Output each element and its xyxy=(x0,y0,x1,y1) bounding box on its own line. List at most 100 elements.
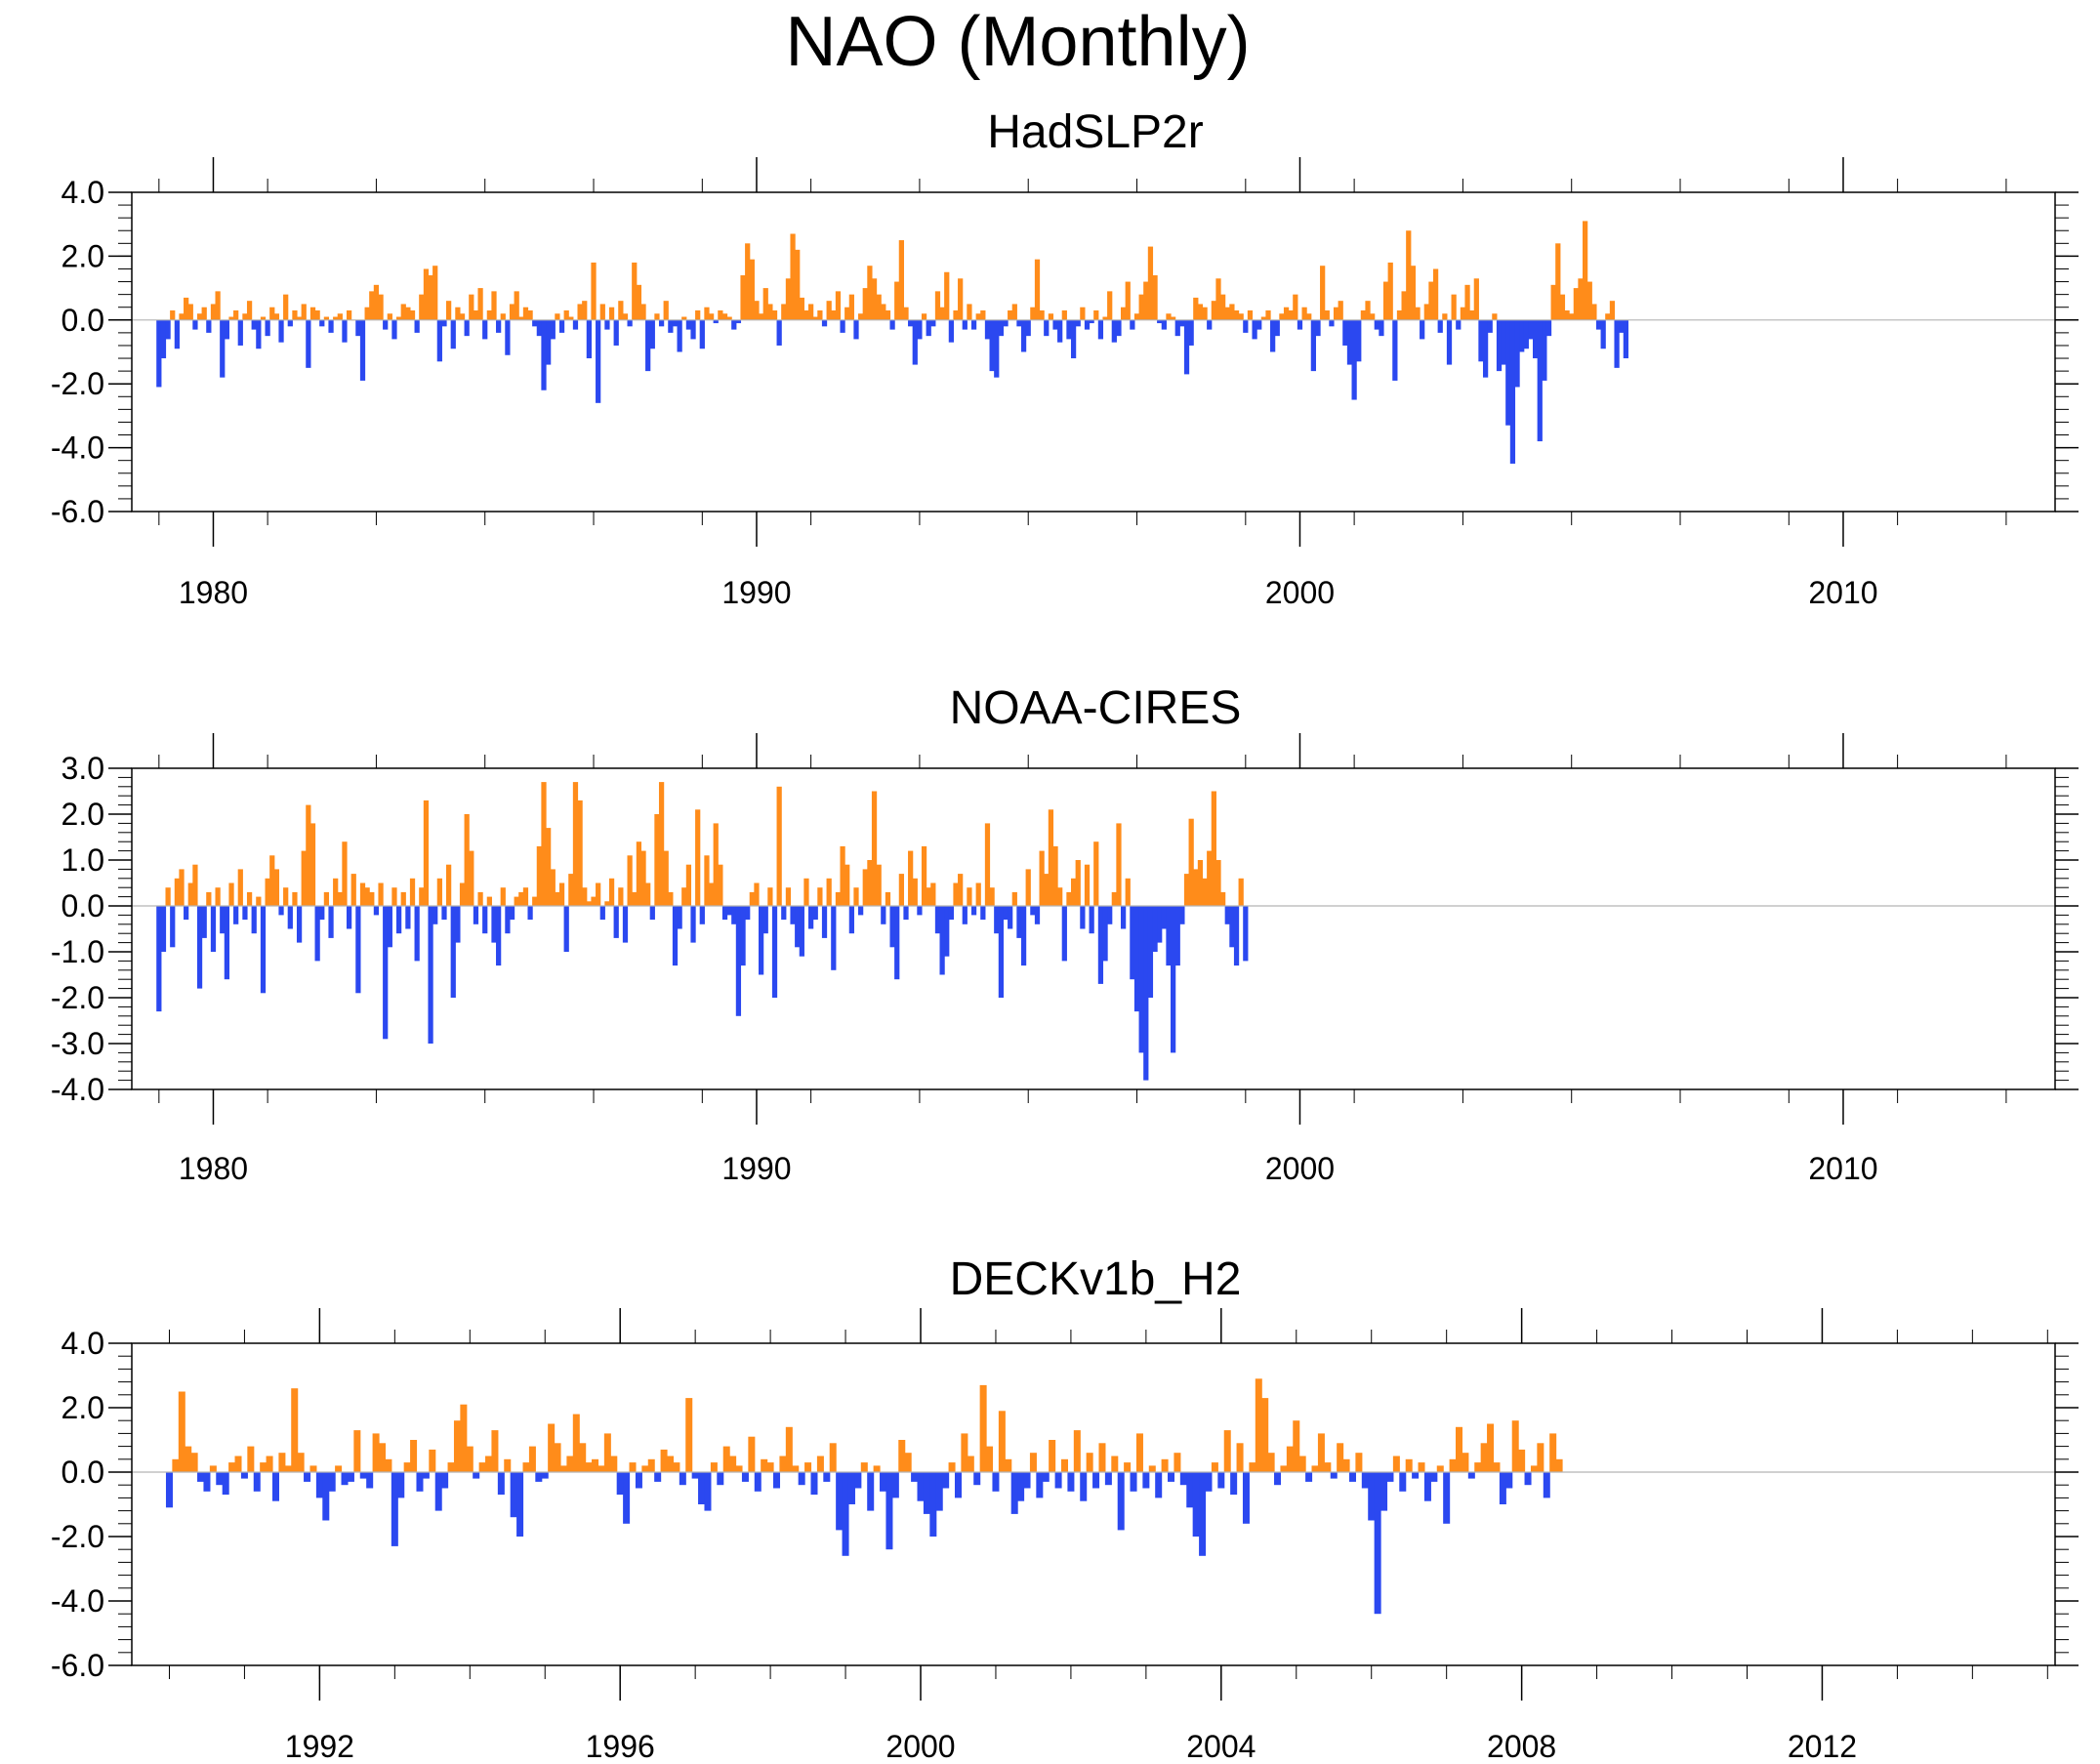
positive-bar xyxy=(577,304,583,320)
negative-bar xyxy=(1207,319,1213,330)
negative-bar xyxy=(613,906,619,938)
negative-bar xyxy=(203,1472,211,1492)
positive-bar xyxy=(663,301,669,320)
positive-bar xyxy=(297,1453,305,1472)
positive-bar xyxy=(1537,1443,1544,1472)
negative-bar xyxy=(998,906,1005,998)
positive-bar xyxy=(486,309,492,320)
positive-bar xyxy=(1070,878,1077,906)
negative-bar xyxy=(496,906,502,966)
positive-bar xyxy=(1279,313,1285,320)
positive-bar xyxy=(403,1462,411,1472)
positive-bar xyxy=(500,887,506,906)
negative-bar xyxy=(1537,319,1543,442)
negative-bar xyxy=(745,906,751,921)
negative-bar xyxy=(1315,319,1321,337)
y-tick-label: 0.0 xyxy=(62,888,104,923)
negative-bar xyxy=(992,1472,1000,1492)
negative-bar xyxy=(278,906,284,916)
negative-bar xyxy=(170,906,176,948)
positive-bar xyxy=(1301,307,1307,320)
positive-bar xyxy=(518,316,524,320)
negative-bar xyxy=(616,1472,624,1496)
negative-bar xyxy=(473,1472,480,1479)
positive-bar xyxy=(577,800,583,906)
negative-bar xyxy=(391,319,397,340)
positive-bar xyxy=(260,316,267,320)
negative-bar xyxy=(970,906,977,916)
negative-bar xyxy=(491,906,497,943)
negative-bar xyxy=(505,319,511,355)
negative-bar xyxy=(1533,319,1539,359)
negative-bar xyxy=(1070,319,1077,359)
positive-bar xyxy=(423,268,430,320)
negative-bar xyxy=(1157,319,1163,324)
positive-bar xyxy=(726,316,732,320)
positive-bar xyxy=(582,301,588,320)
positive-bar xyxy=(536,845,542,906)
positive-bar xyxy=(1255,1378,1262,1472)
positive-bar xyxy=(1392,1456,1400,1472)
positive-bar xyxy=(323,316,330,320)
positive-bar xyxy=(1487,1423,1495,1472)
positive-bar xyxy=(385,1458,392,1472)
positive-bar xyxy=(464,814,470,906)
negative-bar xyxy=(889,906,895,948)
negative-bar xyxy=(1030,906,1036,916)
positive-bar xyxy=(1034,259,1041,320)
positive-bar xyxy=(654,313,660,320)
positive-bar xyxy=(858,313,864,320)
positive-bar xyxy=(1061,309,1067,320)
positive-bar xyxy=(871,278,878,320)
negative-bar xyxy=(586,319,593,359)
negative-bar xyxy=(373,906,380,916)
positive-bar xyxy=(269,855,275,906)
positive-bar xyxy=(1238,878,1244,906)
positive-bar xyxy=(409,878,416,906)
positive-bar xyxy=(740,275,746,320)
positive-bar xyxy=(528,1446,536,1472)
positive-bar xyxy=(1324,1462,1332,1472)
positive-bar xyxy=(975,882,981,906)
negative-bar xyxy=(1545,319,1552,337)
negative-bar xyxy=(894,906,900,980)
panel-title-noaa-cires: NOAA-CIRES xyxy=(949,682,1242,734)
negative-bar xyxy=(735,906,742,1016)
positive-bar xyxy=(792,1465,800,1472)
positive-bar xyxy=(860,1462,868,1472)
positive-bar xyxy=(1267,1453,1275,1472)
positive-bar xyxy=(591,896,597,906)
positive-bar xyxy=(645,882,651,906)
negative-bar xyxy=(1348,1472,1356,1482)
negative-bar xyxy=(1437,319,1443,333)
positive-bar xyxy=(1233,309,1240,320)
positive-bar xyxy=(1265,309,1271,320)
positive-bar xyxy=(563,309,569,320)
negative-bar xyxy=(911,1472,919,1482)
negative-bar xyxy=(296,906,303,943)
positive-bar xyxy=(369,291,375,320)
positive-bar xyxy=(1449,1458,1457,1472)
positive-bar xyxy=(862,869,868,906)
positive-bar xyxy=(172,1458,180,1472)
y-tick-label: -4.0 xyxy=(51,1583,104,1619)
positive-bar xyxy=(1586,281,1592,320)
positive-bar xyxy=(761,1458,768,1472)
x-tick-label: 1980 xyxy=(179,1151,248,1186)
negative-bar xyxy=(930,319,936,327)
positive-bar xyxy=(1342,1458,1350,1472)
negative-bar xyxy=(1188,319,1194,346)
positive-bar xyxy=(269,307,275,320)
negative-bar xyxy=(414,319,420,333)
positive-bar xyxy=(848,294,854,320)
negative-bar xyxy=(455,906,461,943)
negative-bar xyxy=(1368,1472,1376,1521)
negative-bar xyxy=(434,1472,442,1511)
positive-bar xyxy=(1193,297,1199,320)
positive-bar xyxy=(527,309,533,320)
negative-bar xyxy=(658,319,665,327)
negative-bar xyxy=(1374,319,1379,330)
positive-bar xyxy=(335,1465,343,1472)
positive-bar xyxy=(337,313,343,320)
